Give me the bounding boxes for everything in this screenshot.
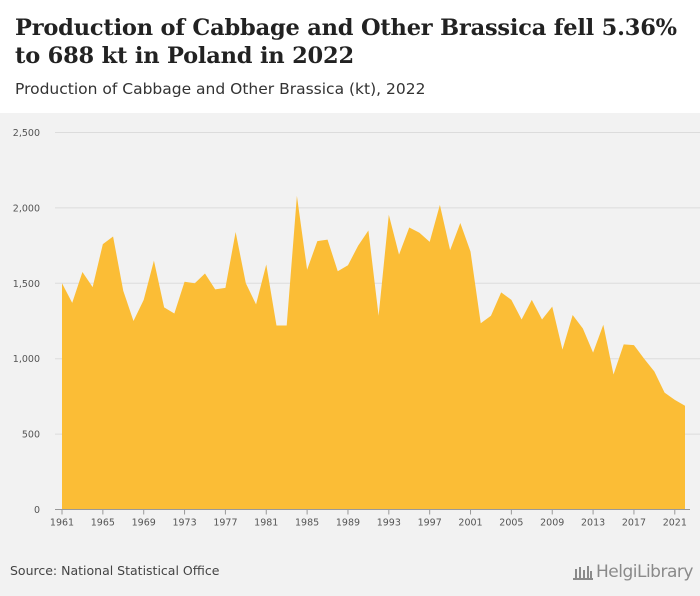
- x-tick-label: 2001: [458, 518, 482, 529]
- y-tick-label: 1,500: [13, 279, 40, 290]
- area-chart: 0 500 1,000 1,500 2,000 2,500 1961 1965 1969 197…: [13, 128, 700, 529]
- header: Production of Cabbage and Other Brassica…: [0, 0, 700, 113]
- x-tick-label: 1973: [172, 518, 196, 529]
- y-tick-label: 2,500: [13, 128, 40, 139]
- brand-logo: HelgiLibrary: [572, 562, 693, 582]
- x-tick-label: 2013: [581, 518, 605, 529]
- chart-title: Production of Cabbage and Other Brassica…: [15, 15, 677, 69]
- x-tick-label: 1981: [254, 518, 278, 529]
- x-tick-label: 2005: [499, 518, 523, 529]
- x-tick-label: 1997: [418, 518, 442, 529]
- x-tick-label: 1977: [213, 518, 237, 529]
- x-tick-label: 1961: [50, 518, 74, 529]
- y-tick-label: 2,000: [13, 203, 40, 214]
- x-axis: [55, 509, 690, 515]
- y-tick-label: 1,000: [13, 354, 40, 365]
- library-icon: [573, 566, 593, 580]
- area-path: [62, 195, 685, 510]
- y-axis-labels: 0 500 1,000 1,500 2,000 2,500: [13, 128, 40, 516]
- x-tick-label: 2021: [663, 518, 687, 529]
- x-tick-label: 1969: [132, 518, 156, 529]
- x-tick-label: 2017: [622, 518, 646, 529]
- x-axis-labels: 1961 1965 1969 1973 1977 1981 1985 1989 1993 1997…: [50, 518, 687, 529]
- source-note: Source: National Statistical Office: [10, 563, 220, 578]
- area-series: [62, 195, 685, 510]
- x-tick-label: 2009: [540, 518, 564, 529]
- x-tick-label: 1989: [336, 518, 360, 529]
- x-tick-label: 1993: [377, 518, 401, 529]
- x-tick-label: 1985: [295, 518, 319, 529]
- brand-name: HelgiLibrary: [596, 562, 693, 582]
- y-tick-label: 0: [34, 505, 40, 516]
- chart-subtitle: Production of Cabbage and Other Brassica…: [15, 80, 426, 98]
- x-tick-label: 1965: [91, 518, 115, 529]
- y-tick-label: 500: [22, 430, 40, 441]
